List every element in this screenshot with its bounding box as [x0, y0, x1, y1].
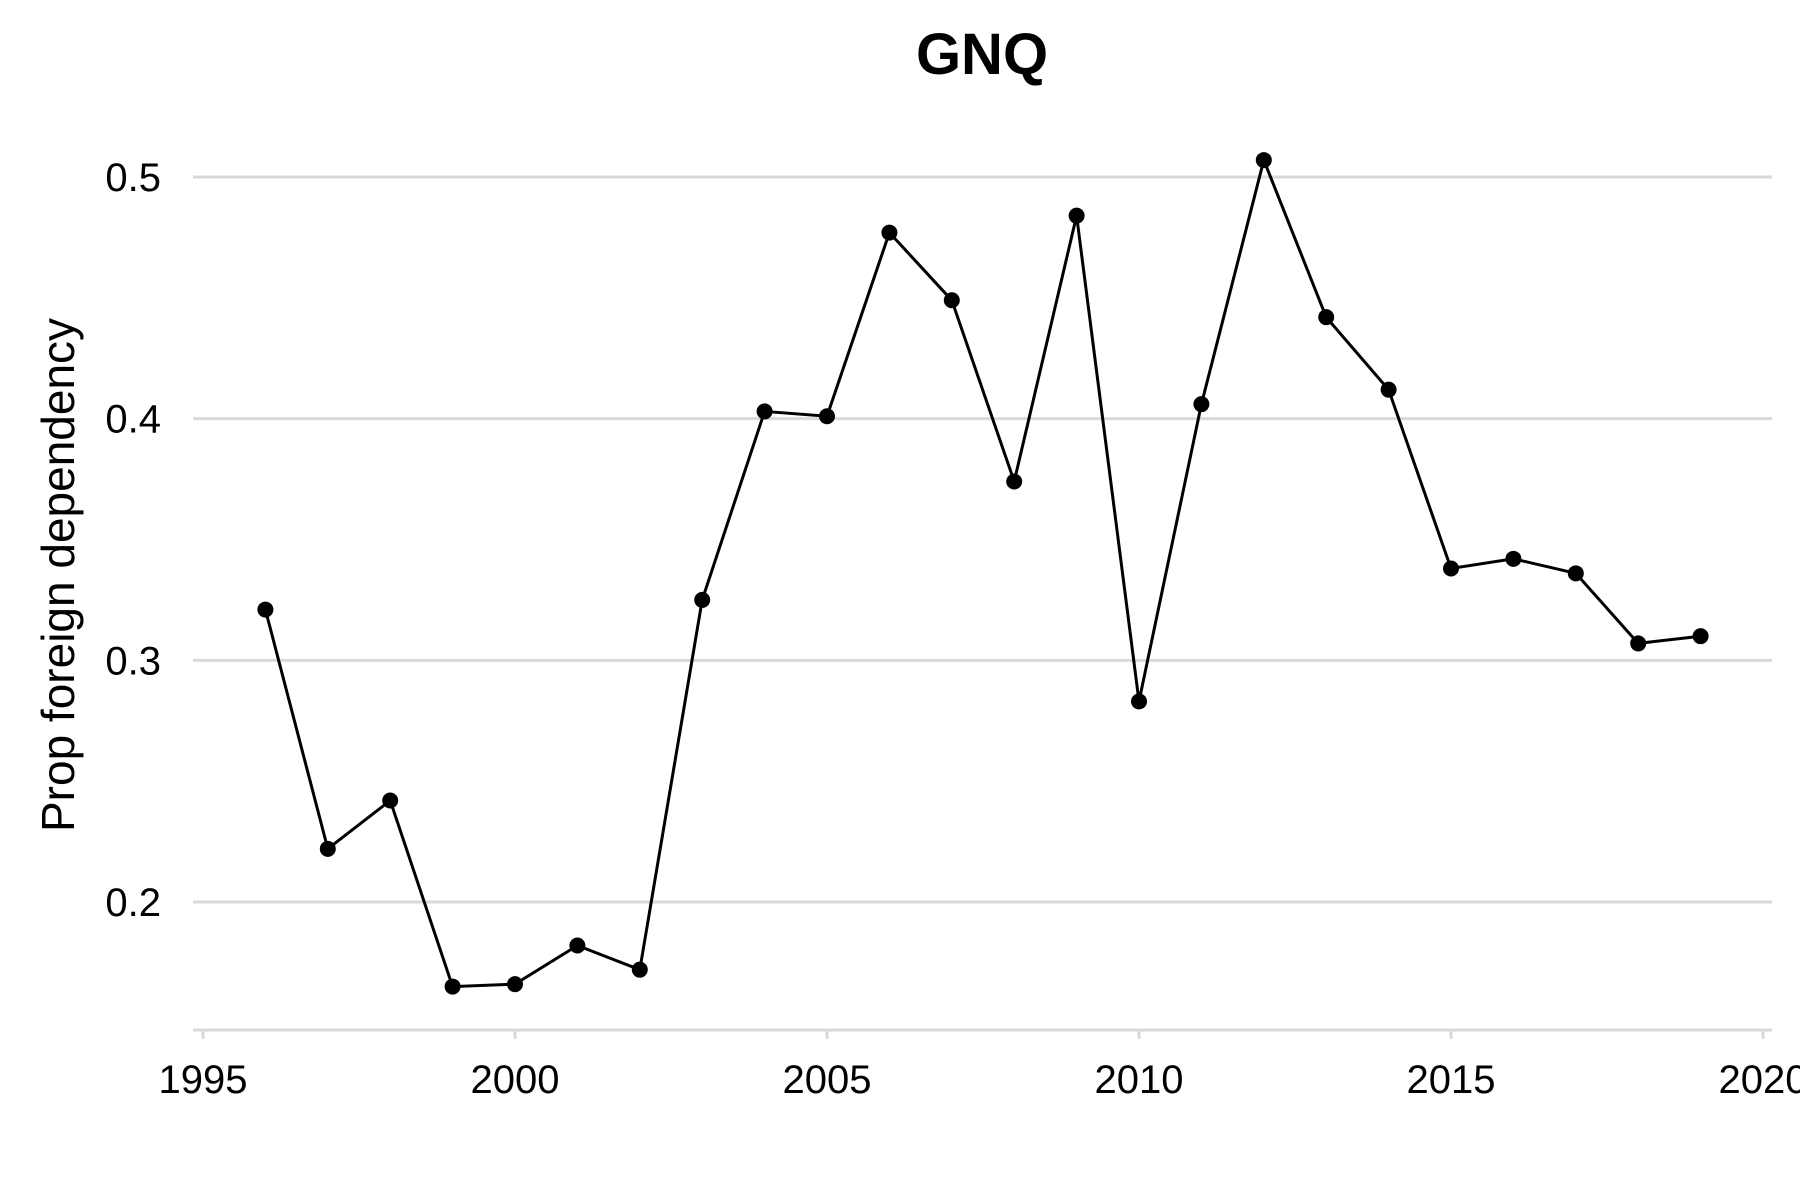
- data-point: [1006, 473, 1023, 490]
- data-point: [694, 591, 711, 608]
- y-tick-label: 0.4: [105, 398, 161, 442]
- data-point: [1567, 565, 1584, 582]
- data-point: [1193, 396, 1210, 413]
- data-point: [1443, 560, 1459, 577]
- x-tick-label: 2005: [783, 1058, 872, 1102]
- data-point: [1692, 628, 1709, 645]
- gridlines: [193, 175, 1772, 904]
- x-axis-ticks: 1995 2000 2005 2010 2015 2020: [159, 1030, 1800, 1102]
- data-point: [1630, 635, 1647, 652]
- data-point: [756, 403, 773, 420]
- data-point: [1131, 693, 1147, 710]
- x-tick-label: 2010: [1095, 1058, 1184, 1102]
- y-tick-label: 0.5: [105, 156, 161, 200]
- data-point: [319, 840, 336, 857]
- data-point: [1255, 152, 1272, 169]
- x-tick-label: 2015: [1407, 1058, 1496, 1102]
- data-point: [444, 978, 461, 995]
- data-point: [819, 408, 835, 425]
- chart-title: GNQ: [916, 22, 1048, 87]
- y-axis-label: Prop foreign dependency: [32, 318, 84, 832]
- x-tick-label: 1995: [159, 1058, 248, 1102]
- y-tick-label: 0.2: [105, 881, 161, 925]
- data-point: [881, 224, 898, 241]
- data-point: [257, 601, 274, 618]
- data-point: [1068, 207, 1085, 224]
- data-point: [631, 961, 648, 978]
- data-point: [1505, 550, 1522, 567]
- x-tick-label: 2000: [471, 1058, 560, 1102]
- series-line: [263, 155, 1701, 989]
- data-point: [507, 976, 523, 993]
- data-point: [1318, 309, 1335, 326]
- data-point: [1380, 381, 1397, 398]
- y-tick-label: 0.3: [105, 639, 161, 683]
- data-point: [943, 292, 960, 309]
- y-axis-ticks: 0.2 0.3 0.4 0.5: [105, 156, 161, 925]
- series-layer: [257, 152, 1709, 995]
- data-point: [569, 937, 586, 954]
- data-point: [382, 792, 399, 809]
- x-tick-label: 2020: [1719, 1058, 1800, 1102]
